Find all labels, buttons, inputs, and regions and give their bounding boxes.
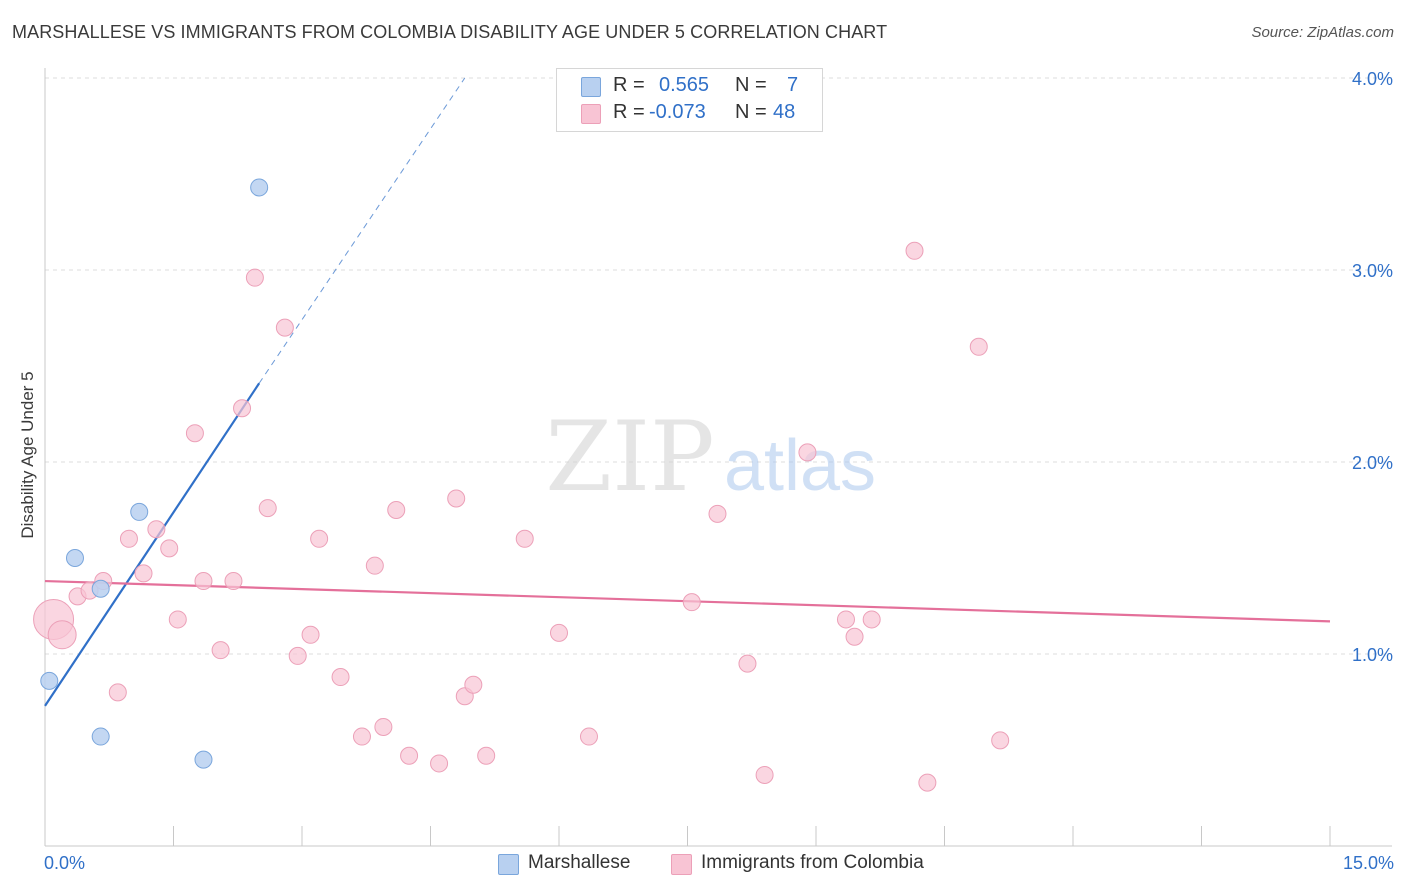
colombia-point: [969, 337, 988, 356]
colombia-point: [464, 675, 483, 694]
marshallese-point: [65, 549, 84, 567]
colombia-point: [147, 520, 166, 539]
colombia-point: [708, 504, 727, 523]
colombia-point: [836, 610, 855, 629]
colombia-point: [331, 668, 350, 687]
colombia-point: [160, 539, 179, 558]
colombia-point: [310, 529, 329, 548]
marshallese-point: [130, 502, 149, 521]
colombia-point: [288, 646, 307, 665]
y-tick-label: 2.0%: [1352, 453, 1393, 473]
colombia-point: [515, 529, 534, 548]
colombia-point: [682, 593, 701, 612]
legend-r-label: R =: [613, 101, 645, 123]
legend-label-marshallese: Marshallese: [528, 852, 631, 873]
grid-lines: [45, 77, 1392, 655]
colombia-point: [991, 731, 1010, 750]
y-tick-label: 4.0%: [1352, 69, 1393, 89]
colombia-point: [168, 610, 187, 629]
colombia-point: [905, 241, 924, 260]
marshallese-point: [40, 671, 59, 690]
data-points: [33, 178, 1010, 792]
legend-swatch-colombia: [581, 104, 601, 124]
colombia-point: [47, 620, 77, 650]
colombia-point: [862, 610, 881, 629]
marshallese-point: [250, 178, 269, 197]
trend-lines: [44, 77, 1331, 707]
marshallese-trend-extension: [258, 77, 466, 384]
colombia-point: [430, 754, 449, 773]
colombia-point: [185, 424, 204, 443]
colombia-point: [738, 654, 757, 673]
chart-title: MARSHALLESE VS IMMIGRANTS FROM COLOMBIA …: [12, 22, 888, 42]
watermark: ZIP atlas: [545, 401, 876, 513]
colombia-point: [447, 489, 466, 508]
legend-n-value: 48: [773, 101, 796, 123]
marshallese-point: [194, 750, 213, 769]
colombia-point: [211, 641, 230, 660]
colombia-point: [224, 572, 243, 591]
legend-r-value: 0.565: [659, 74, 710, 96]
colombia-point: [550, 623, 568, 642]
colombia-point: [755, 765, 774, 784]
y-tick-labels: 1.0% 2.0% 3.0% 4.0%: [1352, 69, 1393, 665]
colombia-point: [301, 625, 320, 644]
colombia-point: [233, 399, 252, 418]
colombia-point: [194, 572, 213, 591]
legend-swatch-marshallese: [498, 854, 519, 875]
colombia-point: [579, 727, 598, 746]
legend-r-label: R =: [613, 74, 645, 96]
colombia-point: [245, 268, 264, 287]
axes: [44, 68, 1392, 847]
colombia-point: [918, 773, 937, 792]
legend-label-colombia: Immigrants from Colombia: [701, 852, 924, 873]
colombia-point: [374, 717, 393, 736]
series-legend: Marshallese Immigrants from Colombia: [0, 851, 1406, 877]
colombia-point: [134, 564, 153, 583]
legend-n-label: N =: [735, 74, 767, 96]
legend-n-label: N =: [735, 101, 767, 123]
y-tick-label: 3.0%: [1352, 261, 1393, 281]
marshallese-point: [91, 579, 110, 598]
y-tick-label: 1.0%: [1352, 645, 1393, 665]
legend-r-value: -0.073: [649, 101, 706, 123]
legend-n-value: 7: [787, 74, 799, 96]
marshallese-trend-line: [44, 382, 261, 707]
source-credit: Source: ZipAtlas.com: [1251, 24, 1394, 41]
correlation-legend: R = 0.565 N = 7 R = -0.073 N = 48: [556, 68, 823, 132]
colombia-point: [275, 318, 294, 337]
x-tick-label-min: 0.0%: [44, 853, 86, 873]
colombia-point: [365, 556, 384, 575]
colombia-point: [108, 683, 127, 702]
colombia-point: [387, 501, 406, 519]
watermark-zip: ZIP: [545, 401, 714, 513]
colombia-point: [798, 443, 817, 462]
colombia-point: [258, 499, 277, 518]
marshallese-point: [91, 727, 110, 746]
legend-swatch-colombia: [671, 854, 692, 875]
colombia-point: [119, 529, 138, 548]
x-tick-label-max: 15.0%: [1342, 853, 1394, 873]
colombia-point: [352, 727, 371, 746]
watermark-atlas: atlas: [724, 426, 876, 506]
colombia-point: [400, 746, 419, 765]
legend-swatch-marshallese: [581, 77, 601, 97]
colombia-point: [845, 627, 864, 646]
colombia-point: [477, 746, 496, 765]
